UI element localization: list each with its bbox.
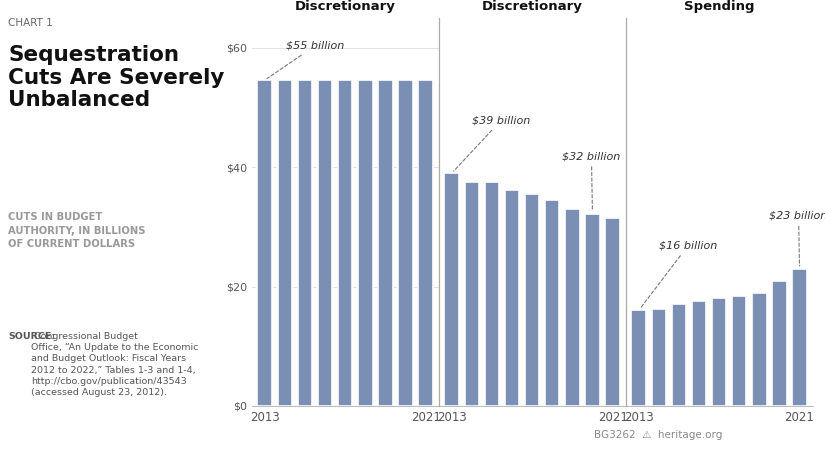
Bar	[606, 218, 620, 406]
Bar	[398, 80, 412, 406]
Bar	[631, 310, 646, 406]
Title: Mandatory
Spending: Mandatory Spending	[679, 0, 760, 13]
Bar	[485, 182, 499, 406]
Text: BG3262  ⚠  heritage.org: BG3262 ⚠ heritage.org	[594, 430, 723, 440]
Bar	[445, 173, 459, 406]
Bar	[672, 304, 686, 406]
Text: SOURCE:: SOURCE:	[8, 332, 55, 341]
Text: $16 billion: $16 billion	[640, 241, 717, 308]
Bar	[792, 269, 807, 406]
Bar	[298, 80, 312, 406]
Bar	[318, 80, 332, 406]
Text: Sequestration
Cuts Are Severely
Unbalanced: Sequestration Cuts Are Severely Unbalanc…	[8, 45, 224, 110]
Text: CHART 1: CHART 1	[8, 18, 53, 28]
Text: $55 billion: $55 billion	[267, 41, 344, 78]
Bar	[338, 80, 352, 406]
Bar	[545, 200, 559, 406]
Text: $23 billion: $23 billion	[770, 211, 825, 266]
Bar	[585, 214, 600, 406]
Bar	[732, 295, 747, 406]
Text: $32 billion: $32 billion	[563, 151, 620, 211]
Bar	[505, 190, 519, 406]
Text: $39 billion: $39 billion	[454, 115, 530, 171]
Title: Defense
Discretionary: Defense Discretionary	[295, 0, 396, 13]
Bar	[464, 182, 479, 406]
Bar	[652, 309, 666, 406]
Bar	[277, 80, 292, 406]
Bar	[358, 80, 373, 406]
Text: CUTS IN BUDGET
AUTHORITY, IN BILLIONS
OF CURRENT DOLLARS: CUTS IN BUDGET AUTHORITY, IN BILLIONS OF…	[8, 212, 146, 249]
Bar	[257, 80, 272, 406]
Title: Non-Defense
Discretionary: Non-Defense Discretionary	[482, 0, 582, 13]
Bar	[378, 80, 393, 406]
Bar	[565, 209, 580, 406]
Bar	[525, 194, 540, 406]
Bar	[692, 301, 706, 406]
Bar	[752, 293, 766, 406]
Text: Congressional Budget
Office, “An Update to the Economic
and Budget Outlook: Fisc: Congressional Budget Office, “An Update …	[31, 332, 199, 397]
Bar	[418, 80, 433, 406]
Bar	[772, 281, 787, 406]
Bar	[712, 299, 726, 406]
